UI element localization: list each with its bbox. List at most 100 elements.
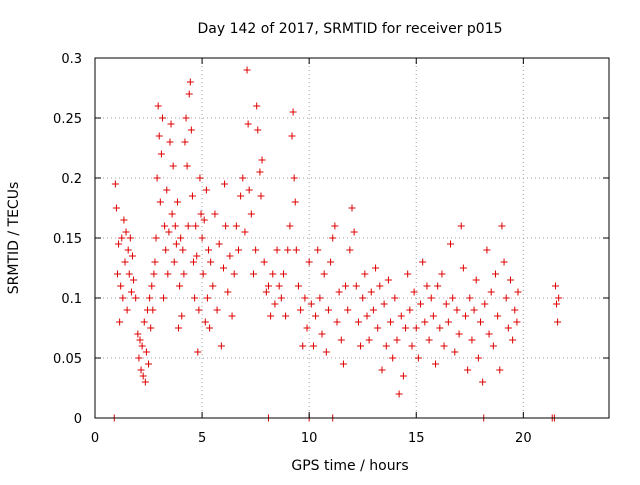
data-point bbox=[123, 306, 131, 314]
data-point bbox=[170, 258, 178, 266]
data-point bbox=[494, 312, 502, 320]
data-point bbox=[327, 258, 335, 266]
data-point bbox=[254, 126, 262, 134]
data-point bbox=[314, 246, 322, 254]
data-point bbox=[166, 138, 174, 146]
data-point bbox=[126, 234, 134, 242]
data-point bbox=[322, 348, 330, 356]
data-point bbox=[145, 360, 153, 368]
data-point bbox=[260, 258, 268, 266]
data-point bbox=[220, 264, 227, 272]
y-tick-label: 0.15 bbox=[53, 232, 82, 247]
data-point bbox=[200, 216, 208, 224]
data-point bbox=[309, 342, 317, 350]
data-point bbox=[247, 210, 255, 218]
data-point bbox=[429, 312, 437, 320]
data-point bbox=[226, 252, 234, 260]
data-point bbox=[489, 342, 497, 350]
data-point bbox=[267, 312, 275, 320]
data-point bbox=[442, 300, 450, 308]
data-point bbox=[380, 300, 388, 308]
y-tick-label: 0.1 bbox=[61, 292, 82, 307]
data-point bbox=[483, 246, 491, 254]
data-point bbox=[277, 294, 285, 302]
data-point bbox=[434, 282, 442, 290]
data-point bbox=[485, 330, 493, 338]
data-point bbox=[172, 240, 180, 248]
data-point bbox=[209, 282, 217, 290]
x-tick-label: 15 bbox=[408, 431, 425, 446]
data-point bbox=[432, 360, 440, 368]
data-point bbox=[299, 342, 307, 350]
x-axis-title: GPS time / hours bbox=[291, 458, 408, 474]
data-point bbox=[352, 282, 360, 290]
data-point bbox=[397, 312, 405, 320]
data-point bbox=[447, 240, 455, 248]
data-point bbox=[269, 270, 277, 278]
data-point bbox=[230, 270, 238, 278]
data-point bbox=[155, 132, 163, 140]
data-point bbox=[258, 156, 266, 164]
data-point bbox=[190, 258, 198, 266]
data-point bbox=[222, 222, 230, 230]
data-point bbox=[120, 216, 128, 224]
data-point bbox=[182, 114, 190, 122]
data-point bbox=[402, 324, 410, 332]
data-point bbox=[252, 246, 260, 254]
data-point bbox=[138, 342, 146, 350]
data-point bbox=[121, 258, 129, 266]
data-point bbox=[141, 378, 149, 386]
data-point bbox=[193, 252, 201, 260]
data-point bbox=[491, 270, 499, 278]
data-point bbox=[228, 312, 236, 320]
data-point bbox=[237, 192, 245, 200]
data-point bbox=[282, 312, 290, 320]
data-point bbox=[553, 300, 561, 308]
data-point bbox=[139, 372, 147, 380]
y-axis-title: SRMTID / TECUs bbox=[6, 182, 22, 295]
data-point bbox=[154, 102, 162, 110]
data-point bbox=[346, 246, 354, 254]
data-point bbox=[244, 120, 252, 128]
data-point bbox=[477, 318, 484, 326]
data-point bbox=[438, 270, 446, 278]
data-point bbox=[412, 324, 420, 332]
data-point bbox=[167, 120, 175, 128]
data-point bbox=[149, 306, 157, 314]
data-point bbox=[372, 264, 380, 272]
data-point bbox=[312, 312, 320, 320]
data-point bbox=[387, 318, 395, 326]
data-point bbox=[307, 300, 315, 308]
data-point bbox=[171, 222, 179, 230]
data-point bbox=[249, 270, 257, 278]
data-point bbox=[406, 306, 414, 314]
data-point bbox=[150, 270, 158, 278]
data-point bbox=[160, 294, 168, 302]
y-tick-label: 0.2 bbox=[61, 172, 82, 187]
data-point bbox=[232, 222, 240, 230]
data-point bbox=[151, 258, 159, 266]
data-point bbox=[173, 198, 181, 206]
data-point bbox=[324, 306, 332, 314]
data-point bbox=[350, 228, 358, 236]
data-point bbox=[130, 276, 138, 284]
y-tick-label: 0.25 bbox=[53, 112, 82, 127]
y-tick-label: 0.05 bbox=[53, 352, 82, 367]
data-point bbox=[264, 282, 272, 290]
data-point bbox=[369, 306, 377, 314]
data-point bbox=[196, 174, 204, 182]
data-point bbox=[363, 312, 371, 320]
data-point bbox=[198, 234, 206, 242]
data-point bbox=[551, 282, 559, 290]
data-point bbox=[275, 282, 283, 290]
data-point bbox=[243, 66, 251, 74]
data-point bbox=[457, 222, 465, 230]
data-point bbox=[162, 246, 170, 254]
data-point bbox=[181, 138, 189, 146]
data-point bbox=[425, 336, 433, 344]
data-point bbox=[185, 90, 193, 98]
data-point bbox=[202, 186, 210, 194]
data-point bbox=[427, 294, 435, 302]
data-point bbox=[331, 222, 339, 230]
data-point bbox=[479, 378, 487, 386]
